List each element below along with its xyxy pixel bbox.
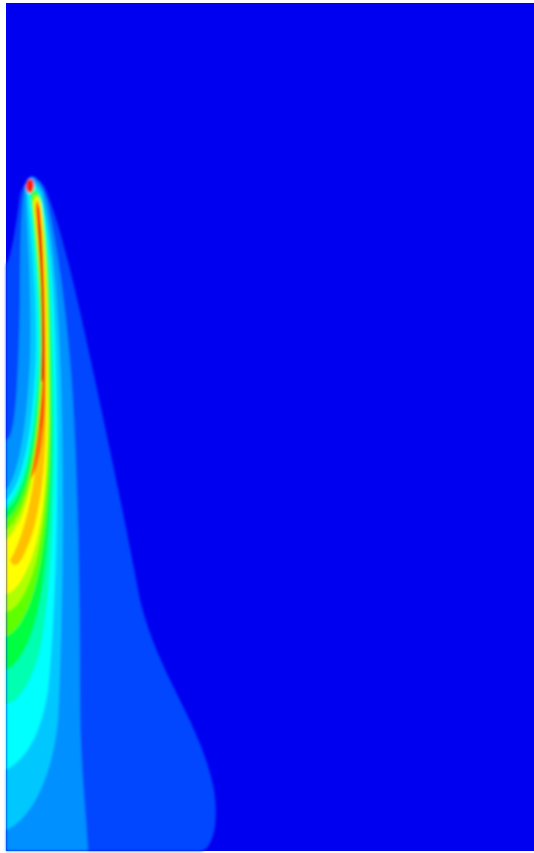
contour-level-10 (10, 199, 47, 566)
plume-tip (26, 179, 34, 193)
contour-level-13 (38, 224, 44, 382)
contour-level-12 (37, 206, 45, 430)
